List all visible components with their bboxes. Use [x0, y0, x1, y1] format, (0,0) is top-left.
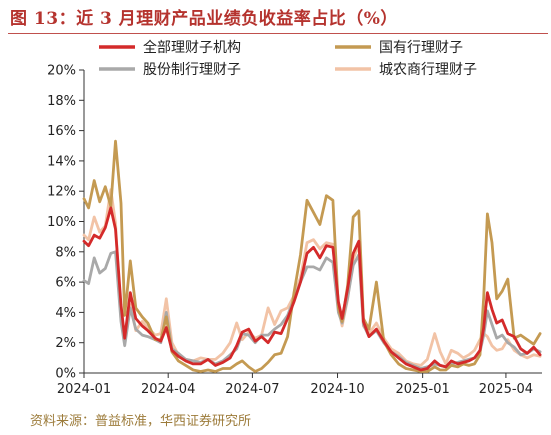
y-tick-label: 8%: [55, 245, 76, 260]
legend-label: 城农商行理财子: [379, 62, 477, 78]
y-tick-label: 16%: [47, 124, 76, 139]
x-tick-label: 2025-01: [395, 382, 449, 397]
figure-title: 图 13：近 3 月理财产品业绩负收益率占比（%）: [10, 9, 398, 29]
y-tick-label: 10%: [47, 215, 76, 230]
chart-area: 0% 2% 4% 6% 8% 10% 12% 14% 16% 18% 20% 2024-01 2024-…: [47, 39, 542, 397]
y-tick-label: 6%: [55, 276, 76, 291]
axes: 0% 2% 4% 6% 8% 10% 12% 14% 16% 18% 20% 2024-01 2024-…: [47, 64, 542, 397]
x-tick-label: 2024-07: [225, 382, 279, 397]
x-tick-label: 2024-04: [141, 382, 195, 397]
x-tick-label: 2025-04: [479, 382, 533, 397]
legend-label: 国有行理财子: [379, 40, 463, 56]
series-line-0: [82, 206, 542, 372]
y-tick-label: 2%: [55, 336, 76, 351]
title-divider: [8, 33, 548, 34]
source-note: 资料来源：普益标准，华西证券研究所: [30, 414, 252, 429]
legend-label: 全部理财子机构: [143, 39, 241, 56]
y-tick-label: 4%: [55, 306, 76, 321]
series-lines: [82, 139, 542, 373]
y-tick-label: 12%: [47, 185, 76, 200]
series-line-1: [82, 139, 542, 373]
legend-label: 股份制行理财子: [143, 62, 241, 78]
y-tick-label: 20%: [47, 64, 76, 79]
x-tick-label: 2024-01: [57, 382, 111, 397]
x-tick-label: 2024-10: [310, 382, 364, 397]
y-tick-label: 0%: [55, 367, 76, 382]
y-tick-label: 18%: [47, 94, 76, 109]
y-tick-label: 14%: [47, 154, 76, 169]
